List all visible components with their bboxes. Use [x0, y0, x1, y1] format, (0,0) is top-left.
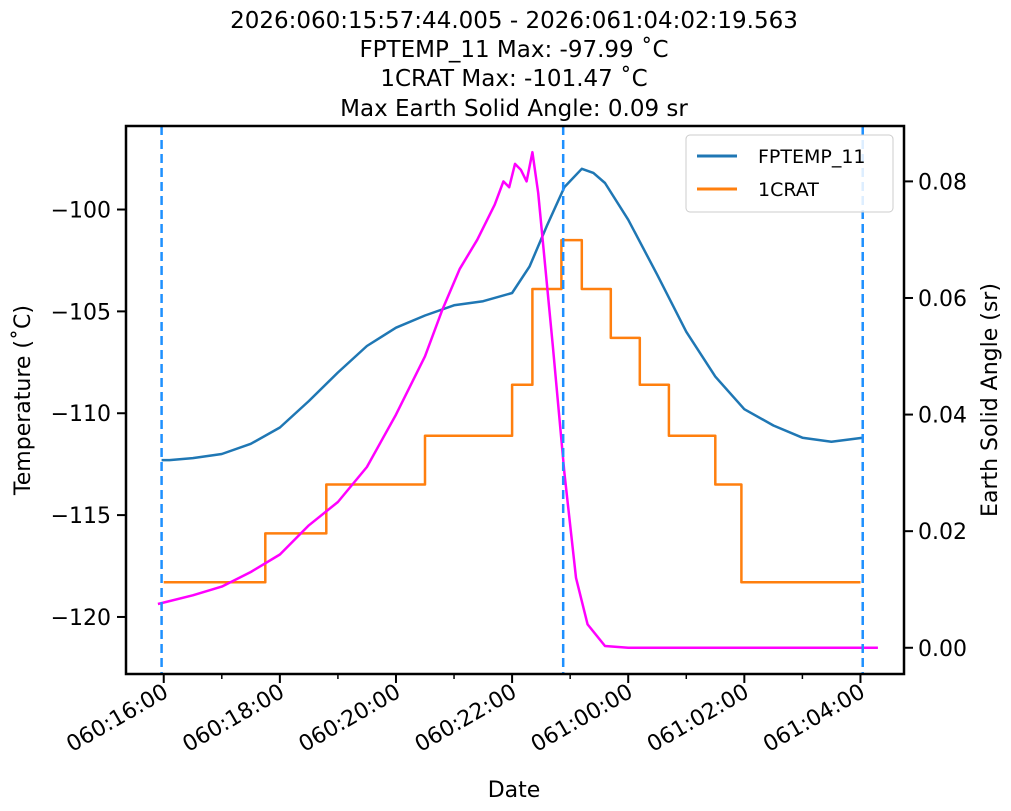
- title-line-fptemp-max: FPTEMP_11 Max: -97.99 ˚C: [359, 36, 668, 63]
- y2-axis-label: Earth Solid Angle (sr): [978, 283, 1003, 517]
- series-line-earth-solid-angle: [157, 150, 878, 650]
- y2-tick-label: 0.02: [918, 520, 967, 545]
- title-line-earth-angle: Max Earth Solid Angle: 0.09 sr: [340, 96, 688, 122]
- y2-tick-label: 0.00: [918, 637, 967, 662]
- legend-label-crat: 1CRAT: [758, 179, 819, 201]
- title-line-range: 2026:060:15:57:44.005 - 2026:061:04:02:1…: [230, 8, 798, 34]
- y2-tick-label: 0.08: [918, 170, 967, 195]
- y-tick-label: −100: [51, 199, 111, 224]
- legend: FPTEMP_11 1CRAT: [685, 134, 894, 213]
- y2-tick-label: 0.04: [918, 404, 967, 429]
- plot-content: [157, 126, 878, 674]
- plot-frame: [124, 124, 906, 676]
- series-line-1crat: [163, 238, 861, 584]
- y-axis-label: Temperature (˚C): [11, 305, 36, 496]
- y-tick-label: −115: [51, 504, 111, 529]
- y-tick-label: −120: [51, 606, 111, 631]
- x-axis-label: Date: [488, 778, 541, 803]
- y2-tick-label: 0.06: [918, 287, 967, 312]
- y-tick-label: −110: [51, 402, 111, 427]
- chart-title: 2026:060:15:57:44.005 - 2026:061:04:02:1…: [230, 8, 798, 122]
- legend-box: [685, 134, 894, 213]
- series-line-fptemp-11: [161, 167, 863, 462]
- legend-label-fptemp: FPTEMP_11: [758, 146, 866, 168]
- title-line-crat-max: 1CRAT Max: -101.47 ˚C: [380, 65, 647, 92]
- y-tick-label: −105: [51, 300, 111, 325]
